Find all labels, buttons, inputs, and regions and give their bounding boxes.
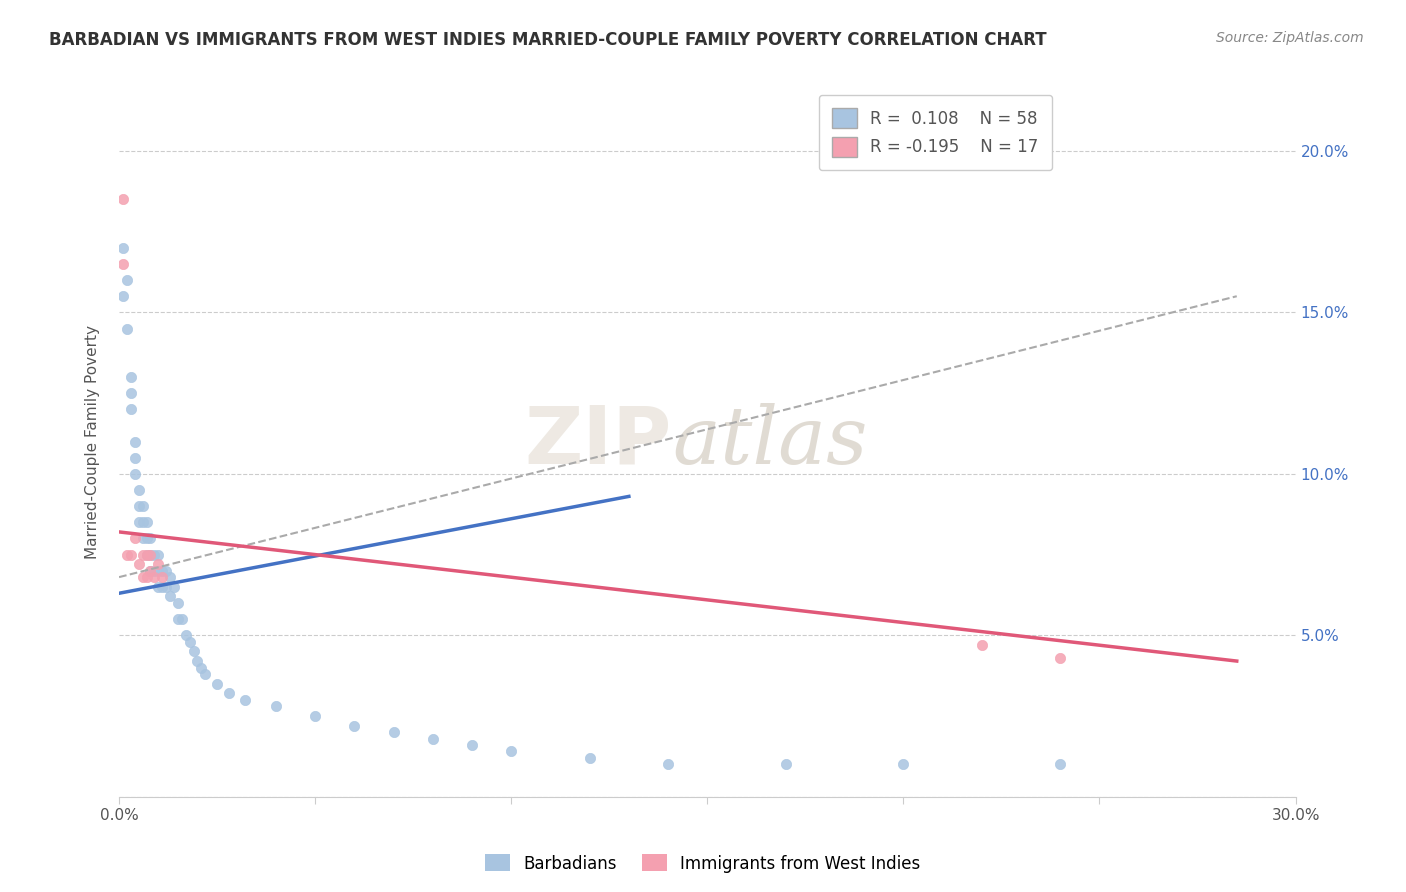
Legend: R =  0.108    N = 58, R = -0.195    N = 17: R = 0.108 N = 58, R = -0.195 N = 17 xyxy=(818,95,1052,170)
Point xyxy=(167,612,190,626)
Text: atlas: atlas xyxy=(672,403,868,480)
Point xyxy=(150,564,173,578)
Point xyxy=(115,548,138,562)
Point xyxy=(190,660,212,674)
Point xyxy=(115,273,138,287)
Point xyxy=(120,548,142,562)
Point xyxy=(131,532,153,546)
Point xyxy=(124,467,146,481)
Point xyxy=(135,548,157,562)
Point xyxy=(150,570,173,584)
Point xyxy=(148,564,170,578)
Point xyxy=(139,548,162,562)
Point xyxy=(139,564,162,578)
Point xyxy=(382,725,405,739)
Point xyxy=(128,483,150,497)
Point xyxy=(233,693,256,707)
Point xyxy=(205,676,228,690)
Point xyxy=(143,548,166,562)
Point xyxy=(970,638,993,652)
Point xyxy=(183,644,205,658)
Point xyxy=(159,570,181,584)
Point xyxy=(111,241,134,255)
Point xyxy=(194,667,217,681)
Point xyxy=(143,564,166,578)
Point xyxy=(264,699,287,714)
Point xyxy=(128,499,150,513)
Point xyxy=(174,628,197,642)
Point xyxy=(170,612,193,626)
Point xyxy=(131,548,153,562)
Point xyxy=(124,450,146,465)
Point xyxy=(111,193,134,207)
Text: Source: ZipAtlas.com: Source: ZipAtlas.com xyxy=(1216,31,1364,45)
Point xyxy=(1049,757,1071,772)
Point xyxy=(115,321,138,335)
Point xyxy=(775,757,797,772)
Point xyxy=(135,532,157,546)
Point xyxy=(148,558,170,572)
Point xyxy=(120,402,142,417)
Point xyxy=(150,580,173,594)
Point xyxy=(159,590,181,604)
Point xyxy=(218,686,240,700)
Point xyxy=(148,548,170,562)
Point xyxy=(135,548,157,562)
Point xyxy=(186,654,208,668)
Point xyxy=(578,751,600,765)
Point xyxy=(343,719,366,733)
Point xyxy=(128,558,150,572)
Point xyxy=(148,580,170,594)
Point xyxy=(1049,650,1071,665)
Point xyxy=(155,564,177,578)
Text: BARBADIAN VS IMMIGRANTS FROM WEST INDIES MARRIED-COUPLE FAMILY POVERTY CORRELATI: BARBADIAN VS IMMIGRANTS FROM WEST INDIES… xyxy=(49,31,1047,49)
Point xyxy=(304,709,326,723)
Point xyxy=(139,564,162,578)
Point xyxy=(501,744,523,758)
Point xyxy=(131,499,153,513)
Point xyxy=(120,386,142,401)
Text: ZIP: ZIP xyxy=(524,402,672,481)
Point xyxy=(135,570,157,584)
Y-axis label: Married-Couple Family Poverty: Married-Couple Family Poverty xyxy=(86,325,100,558)
Point xyxy=(128,515,150,529)
Point xyxy=(143,570,166,584)
Point xyxy=(422,731,444,746)
Point xyxy=(120,370,142,384)
Point xyxy=(111,289,134,303)
Point xyxy=(179,634,201,648)
Point xyxy=(461,738,484,752)
Point xyxy=(657,757,679,772)
Point xyxy=(124,434,146,449)
Point xyxy=(131,570,153,584)
Point xyxy=(135,515,157,529)
Point xyxy=(111,257,134,271)
Point xyxy=(893,757,915,772)
Point xyxy=(163,580,186,594)
Point xyxy=(167,596,190,610)
Point xyxy=(131,515,153,529)
Point xyxy=(139,532,162,546)
Legend: Barbadians, Immigrants from West Indies: Barbadians, Immigrants from West Indies xyxy=(478,847,928,880)
Point xyxy=(155,580,177,594)
Point xyxy=(124,532,146,546)
Point xyxy=(139,548,162,562)
